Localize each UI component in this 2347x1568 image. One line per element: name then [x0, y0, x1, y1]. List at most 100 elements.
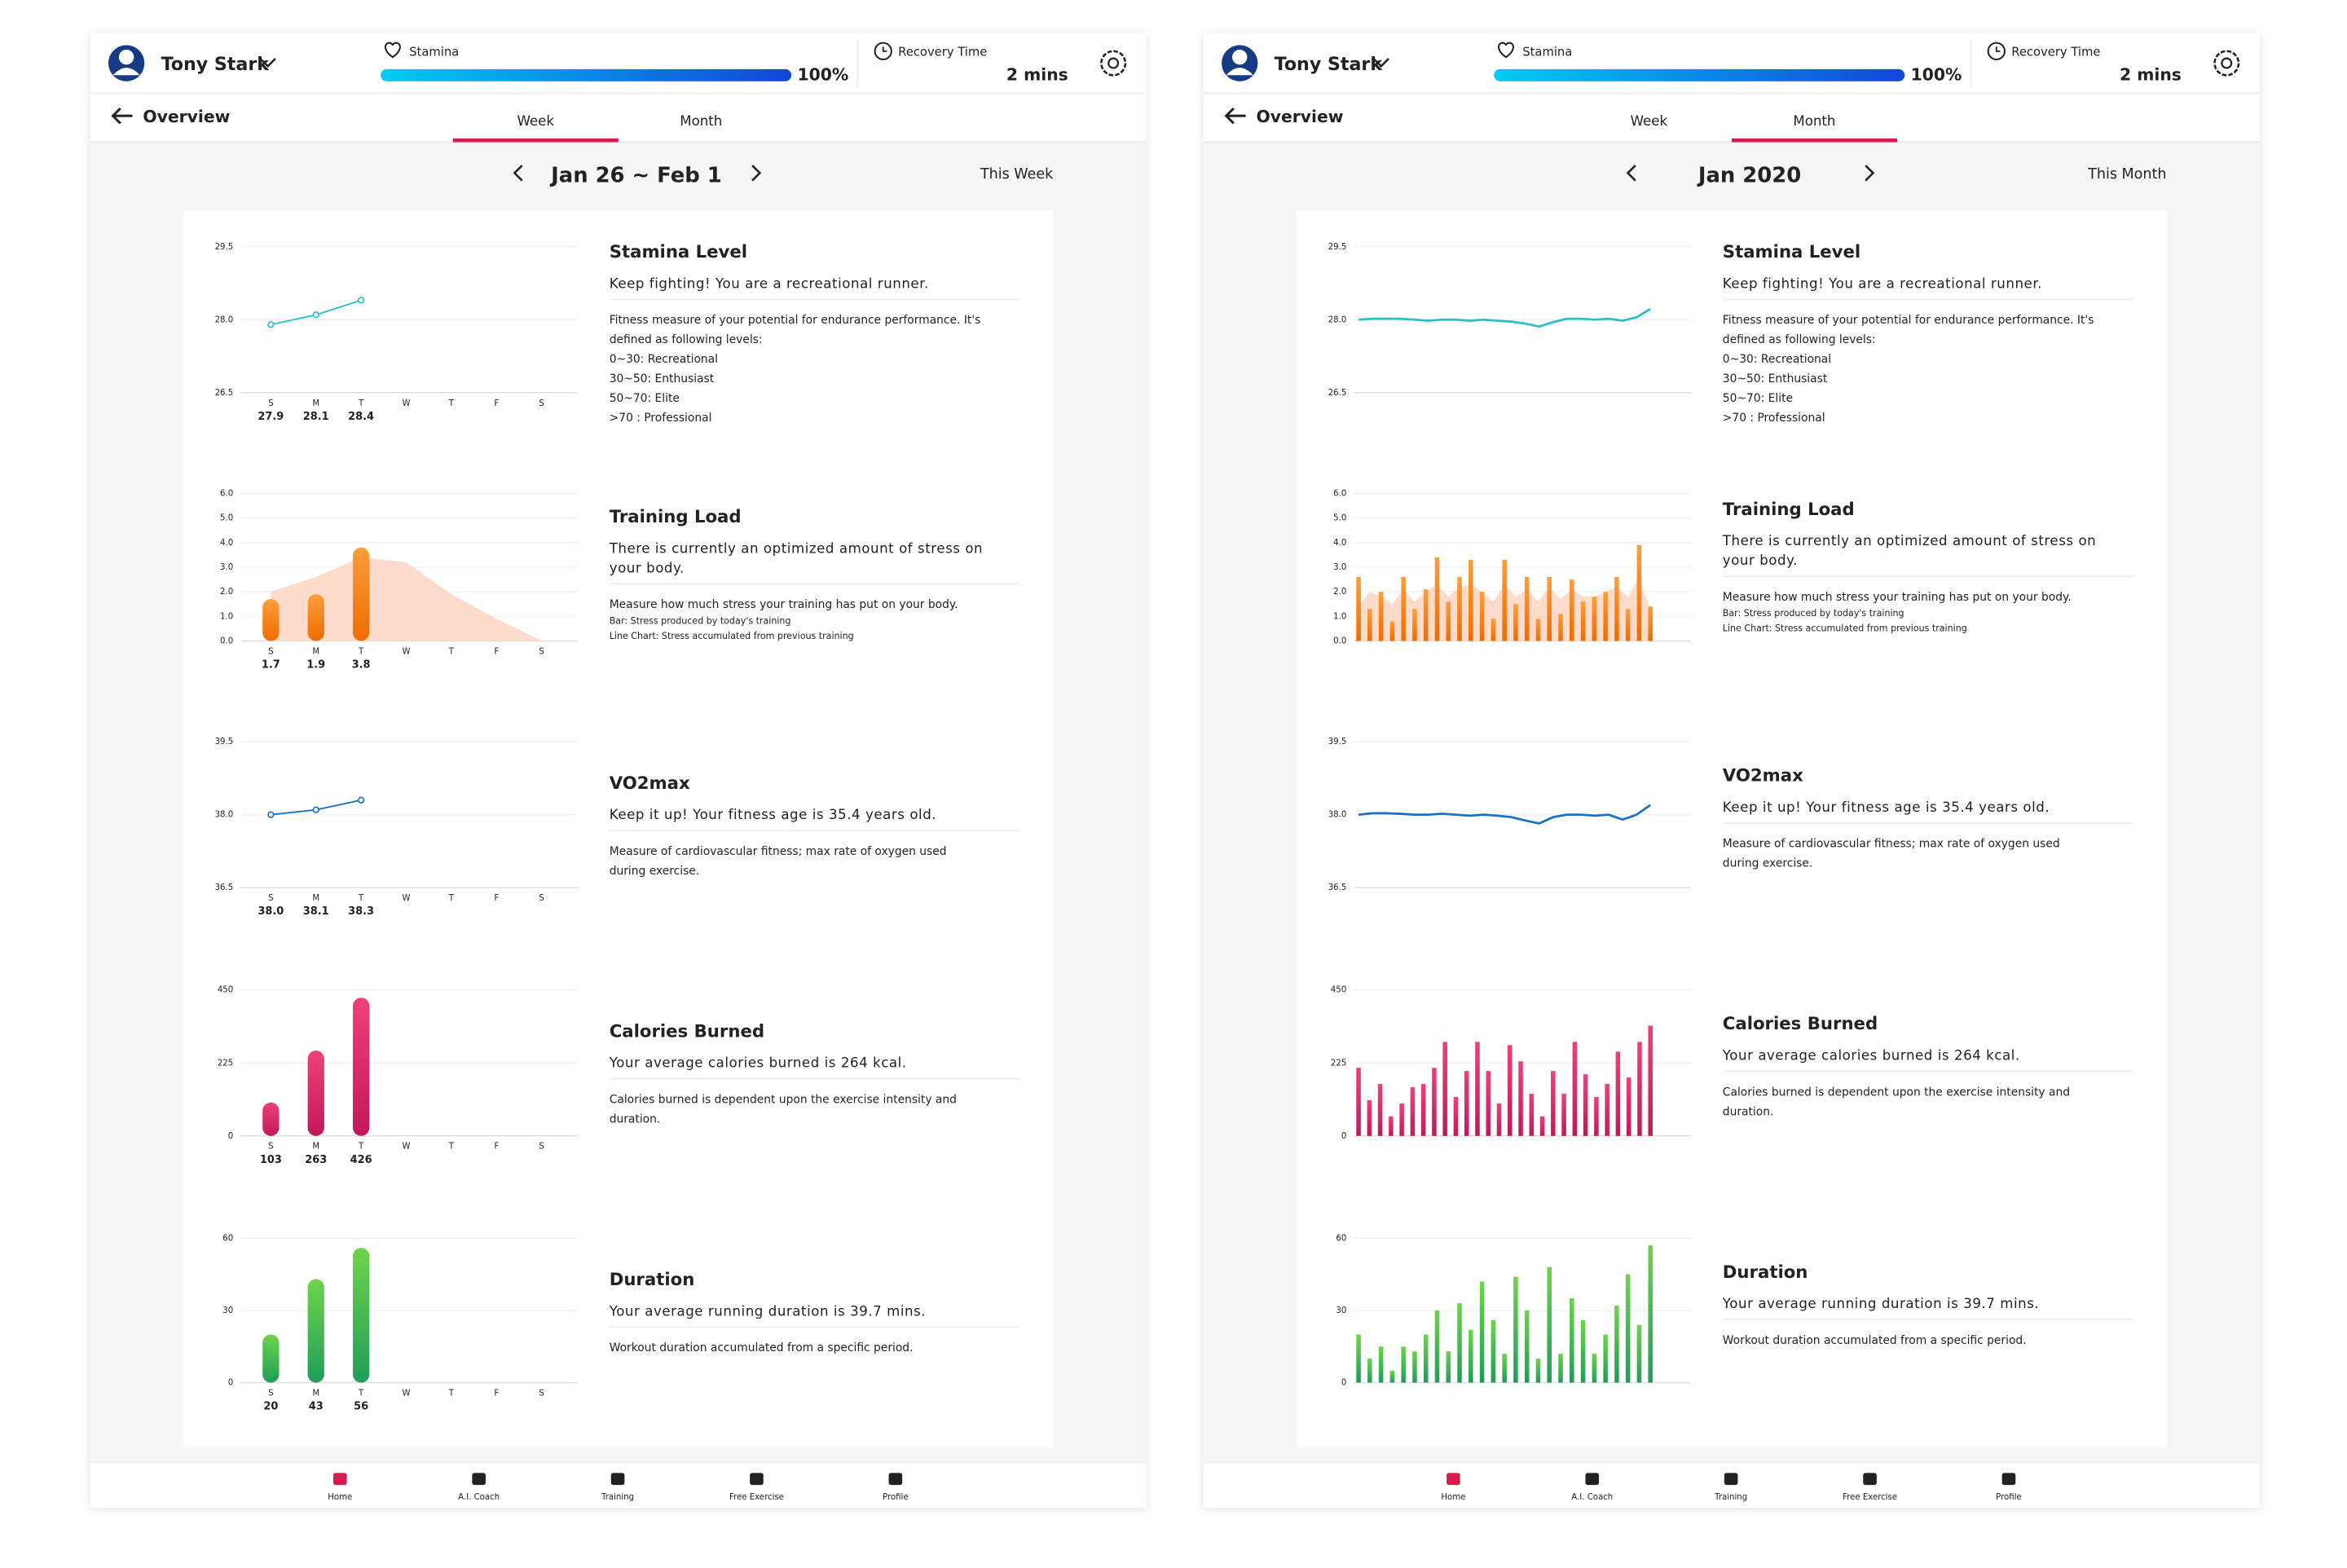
dropdown-icon [1372, 58, 1389, 68]
user-name: Tony Stark [1275, 54, 1384, 75]
y-tick-label: 5.0 [220, 514, 233, 523]
nav-label[interactable]: Training [1714, 1493, 1747, 1502]
bar [307, 1050, 324, 1136]
bar [1446, 1351, 1451, 1383]
card-description: duration. [1723, 1105, 1774, 1118]
back-icon[interactable] [111, 107, 133, 125]
stamina-value: 100% [797, 64, 848, 84]
bar [1479, 592, 1485, 641]
bar [262, 1102, 280, 1136]
prev-icon[interactable] [513, 165, 523, 182]
bar [1580, 601, 1586, 641]
y-tick-label: 0.0 [1333, 636, 1346, 645]
y-tick-label: 4.0 [220, 539, 233, 548]
next-icon[interactable] [1865, 165, 1875, 182]
day-label: S [539, 894, 544, 903]
day-label: S [539, 647, 544, 656]
bar [1547, 1266, 1552, 1383]
bar [1356, 1334, 1361, 1383]
value-label: 38.3 [348, 905, 374, 918]
back-icon[interactable] [1224, 107, 1246, 125]
stamina-value: 100% [1911, 64, 1962, 84]
bar [1479, 1281, 1485, 1383]
bar [307, 1279, 324, 1383]
y-tick-label: 0 [228, 1379, 233, 1388]
settings-icon[interactable] [1100, 50, 1127, 77]
card-title: VO2max [1723, 766, 1803, 786]
nav-label[interactable]: Free Exercise [729, 1493, 784, 1502]
tab[interactable]: Month [1793, 113, 1835, 129]
bar [1570, 579, 1574, 641]
recovery-label: Recovery Time [2011, 46, 2100, 59]
card-description: 50~70: Elite [1723, 392, 1793, 405]
nav-label[interactable]: A.I. Coach [1571, 1493, 1613, 1502]
card-description: Measure how much stress your training ha… [1723, 591, 2072, 604]
card-description: Measure how much stress your training ha… [610, 598, 958, 611]
recovery-value: 2 mins [2120, 64, 2182, 84]
y-tick-label: 36.5 [1328, 883, 1347, 892]
card-note: Line Chart: Stress accumulated from prev… [1723, 623, 1967, 634]
bar [1614, 577, 1619, 641]
day-label: F [494, 1389, 499, 1398]
header-bar [90, 33, 1147, 143]
bar [307, 594, 324, 641]
bar [1401, 577, 1406, 641]
card-subtitle: Your average running duration is 39.7 mi… [1722, 1296, 2039, 1311]
stamina-fill [1494, 68, 1905, 81]
period-link[interactable]: This Week [980, 166, 1054, 183]
bar [1420, 1084, 1426, 1136]
bar [1580, 1319, 1586, 1383]
bar [1367, 1359, 1372, 1383]
day-label: T [448, 647, 455, 656]
y-tick-label: 29.5 [1328, 243, 1347, 252]
prev-icon[interactable] [1626, 165, 1636, 182]
card-subtitle: Keep fighting! You are a recreational ru… [610, 275, 929, 291]
settings-icon[interactable] [2213, 50, 2240, 77]
card-note: Bar: Stress produced by today's training [610, 615, 791, 626]
nav-label[interactable]: Profile [1996, 1493, 2022, 1502]
tab[interactable]: Month [680, 113, 722, 129]
y-tick-label: 3.0 [220, 563, 233, 572]
tab[interactable]: Week [1631, 113, 1668, 129]
nav-label[interactable]: Training [601, 1493, 634, 1502]
value-label: 38.0 [258, 905, 284, 918]
nav-label[interactable]: Home [328, 1493, 352, 1502]
period-link[interactable]: This Month [2087, 166, 2166, 183]
y-tick-label: 60 [1336, 1234, 1346, 1243]
day-label: S [539, 1389, 544, 1398]
nav-label[interactable]: Home [1441, 1493, 1465, 1502]
value-label: 43 [309, 1401, 324, 1413]
value-label: 426 [350, 1154, 372, 1166]
bar [1378, 592, 1384, 641]
value-label: 1.9 [306, 658, 325, 671]
card-description: 50~70: Elite [610, 392, 680, 405]
dropdown-icon [259, 58, 276, 68]
day-label: T [358, 647, 364, 656]
card-title: Calories Burned [1723, 1014, 1878, 1034]
bar [1367, 1100, 1372, 1136]
clock-hand [1995, 46, 2001, 52]
bar [1558, 614, 1563, 641]
bar [1491, 619, 1496, 641]
bar [1453, 1097, 1459, 1136]
tab-underline [1731, 138, 1897, 143]
area [271, 557, 542, 641]
back-label: Overview [1257, 107, 1344, 126]
nav-label[interactable]: A.I. Coach [458, 1493, 500, 1502]
card-description: during exercise. [610, 865, 699, 878]
next-icon[interactable] [751, 165, 762, 182]
card-subtitle: There is currently an optimized amount o… [1722, 533, 2096, 548]
bar [1558, 1354, 1563, 1383]
card-description: during exercise. [1723, 857, 1812, 870]
nav-label[interactable]: Free Exercise [1843, 1493, 1897, 1502]
period: Jan 26 ~ Feb 1 [549, 163, 722, 187]
tab[interactable]: Week [517, 113, 554, 129]
nav-label[interactable]: Profile [883, 1493, 909, 1502]
y-tick-label: 450 [1331, 986, 1346, 995]
y-tick-label: 29.5 [215, 243, 234, 252]
card-description: >70 : Professional [610, 412, 712, 425]
bar [1491, 1319, 1496, 1383]
card-description: duration. [610, 1112, 661, 1125]
card-title: Duration [610, 1270, 695, 1290]
